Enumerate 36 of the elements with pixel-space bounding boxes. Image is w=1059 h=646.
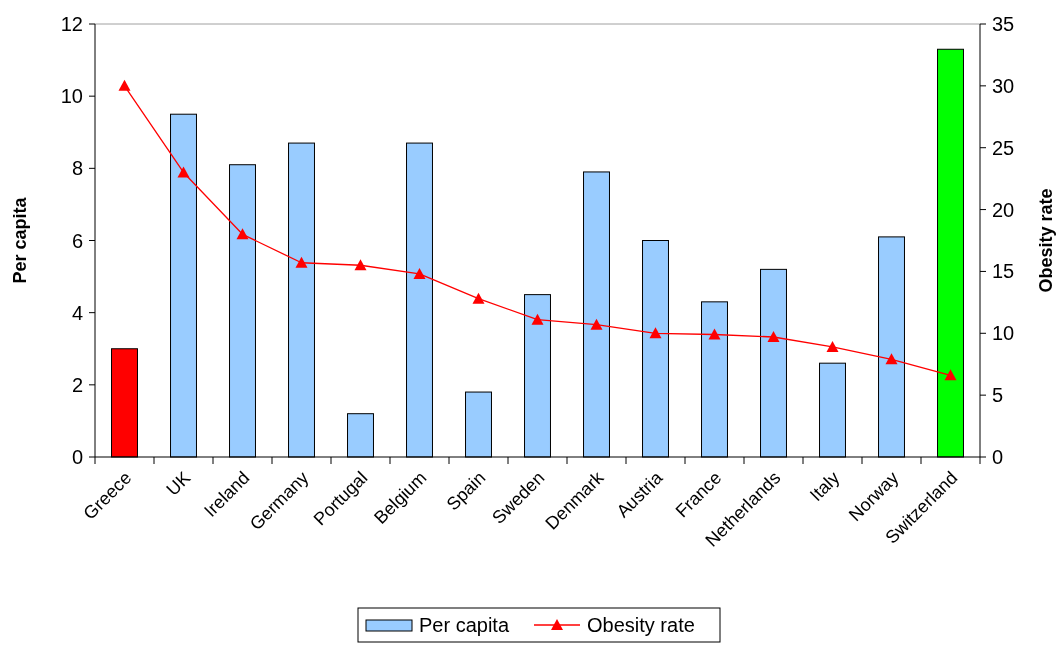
legend-label: Obesity rate [587,614,695,636]
x-tick-label: Italy [805,467,844,506]
y2-tick-label: 30 [992,74,1015,97]
y-tick-label: 10 [60,85,83,108]
y2-tick-label: 0 [992,446,1004,468]
point [295,256,308,268]
point [472,292,485,304]
y-tick-label: 0 [71,446,83,468]
point [531,313,544,325]
y-tick-label: 6 [71,229,83,252]
y2-tick-label: 20 [992,198,1015,221]
point [649,327,662,339]
point [118,79,131,91]
y-axis-title: Per capita [10,196,30,284]
y-tick-label: 4 [71,301,83,324]
point [767,331,780,342]
y-tick-label: 2 [71,373,83,396]
point [354,259,367,271]
y-tick-label: 8 [71,157,83,180]
x-tick-label: UK [162,467,195,500]
point [708,328,721,340]
point [826,340,839,352]
point [236,228,249,240]
point [944,369,957,381]
y2-tick-label: 25 [992,136,1015,159]
y2-tick-label: 35 [992,13,1015,35]
y-tick-label: 12 [60,13,83,35]
point [177,166,190,178]
y2-axis-title: Obesity rate [1036,188,1056,293]
y2-tick-label: 10 [992,322,1015,345]
y2-tick-label: 15 [992,260,1015,283]
legend-label: Per capita [419,614,510,636]
point [885,353,898,365]
y2-tick-label: 5 [992,384,1004,407]
point [413,267,426,279]
point [590,318,603,330]
